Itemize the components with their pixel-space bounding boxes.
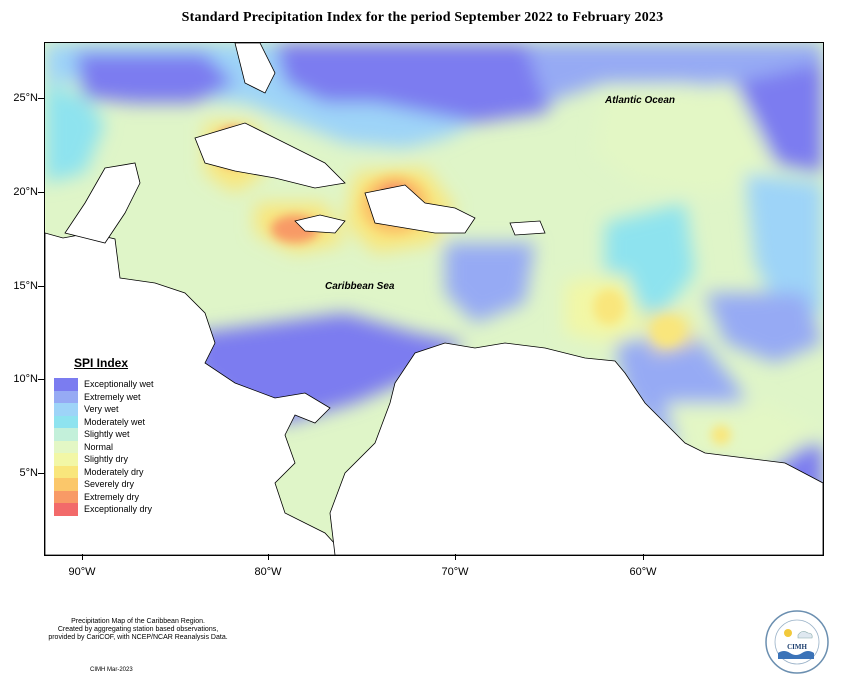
- lat-label-10: 10°N: [13, 373, 38, 385]
- legend-item: Extremely wet: [54, 390, 174, 403]
- yucatan: [64, 162, 141, 244]
- lon-tick-80: [268, 554, 269, 560]
- legend-item: Severely dry: [54, 478, 174, 491]
- lat-label-5: 5°N: [19, 467, 38, 479]
- legend-title: SPI Index: [74, 356, 129, 370]
- spi-legend: SPI Index Exceptionally wet Extremely wet…: [54, 356, 174, 516]
- legend-item: Exceptionally wet: [54, 378, 174, 391]
- legend-label: Extremely wet: [84, 391, 141, 402]
- legend-label: Extremely dry: [84, 491, 140, 502]
- lon-label-70: 70°W: [441, 566, 469, 578]
- lon-label-60: 60°W: [629, 566, 657, 578]
- legend-swatch: [54, 453, 78, 466]
- legend-swatch: [54, 415, 78, 428]
- credit-text: CIMH Mar-2023: [90, 667, 133, 673]
- legend-item: Very wet: [54, 403, 174, 416]
- lat-tick-15: [38, 286, 44, 287]
- legend-label: Slightly wet: [84, 429, 130, 440]
- lat-tick-25: [38, 98, 44, 99]
- lat-tick-5: [38, 473, 44, 474]
- legend-item: Slightly wet: [54, 428, 174, 441]
- legend-label: Exceptionally wet: [84, 379, 154, 390]
- legend-label: Very wet: [84, 404, 119, 415]
- legend-item: Slightly dry: [54, 453, 174, 466]
- lon-label-90: 90°W: [68, 566, 96, 578]
- legend-item: Moderately wet: [54, 415, 174, 428]
- florida: [234, 43, 276, 94]
- legend-swatch: [54, 378, 78, 391]
- legend-swatch: [54, 478, 78, 491]
- legend-item: Moderately dry: [54, 465, 174, 478]
- lat-tick-10: [38, 379, 44, 380]
- legend-swatch: [54, 440, 78, 453]
- lon-label-80: 80°W: [254, 566, 282, 578]
- legend-label: Severely dry: [84, 479, 135, 490]
- footer-line-2: Created by aggregating station based obs…: [57, 626, 219, 633]
- puerto-rico: [509, 220, 546, 236]
- hispaniola: [364, 184, 476, 234]
- footer-line-1: Precipitation Map of the Caribbean Regio…: [71, 618, 205, 625]
- legend-label: Slightly dry: [84, 454, 129, 465]
- lat-label-25: 25°N: [13, 92, 38, 104]
- lat-label-15: 15°N: [13, 280, 38, 292]
- jamaica: [294, 214, 346, 234]
- lon-tick-90: [82, 554, 83, 560]
- legend-label: Exceptionally dry: [84, 504, 153, 515]
- legend-item: Exceptionally dry: [54, 503, 174, 516]
- legend-label: Normal: [84, 441, 114, 452]
- legend-item: Normal: [54, 440, 174, 453]
- legend-label: Moderately dry: [84, 466, 144, 477]
- map-title: Standard Precipitation Index for the per…: [181, 10, 664, 25]
- legend-item: Extremely dry: [54, 490, 174, 503]
- legend-label: Moderately wet: [84, 416, 146, 427]
- legend-swatch: [54, 403, 78, 416]
- caribbean-sea-label: Caribbean Sea: [325, 281, 395, 292]
- south-america: [329, 342, 823, 555]
- lon-tick-70: [455, 554, 456, 560]
- legend-swatch: [54, 503, 78, 516]
- legend-swatch: [54, 428, 78, 441]
- legend-swatch: [54, 465, 78, 478]
- central-america: [45, 232, 346, 555]
- legend-swatch: [54, 490, 78, 503]
- footer-notes: Precipitation Map of the Caribbean Regio…: [18, 618, 258, 642]
- cimh-logo-icon: CIMH: [765, 610, 829, 674]
- spi-map: Atlantic Ocean Caribbean Sea: [44, 42, 824, 556]
- atlantic-ocean-label: Atlantic Ocean: [605, 95, 676, 106]
- lon-tick-60: [643, 554, 644, 560]
- land-masses: [45, 43, 823, 555]
- spi-map-canvas: [45, 43, 823, 555]
- legend-swatch: [54, 390, 78, 403]
- lat-label-20: 20°N: [13, 186, 38, 198]
- cuba: [194, 122, 346, 189]
- footer-line-3: provided by CariCOF, with NCEP/NCAR Rean…: [48, 634, 228, 641]
- cimh-logo: CIMH: [764, 609, 830, 675]
- logo-text: CIMH: [787, 643, 807, 651]
- legend-rows: Exceptionally wet Extremely wet Very wet Mo…: [54, 378, 174, 516]
- lat-tick-20: [38, 192, 44, 193]
